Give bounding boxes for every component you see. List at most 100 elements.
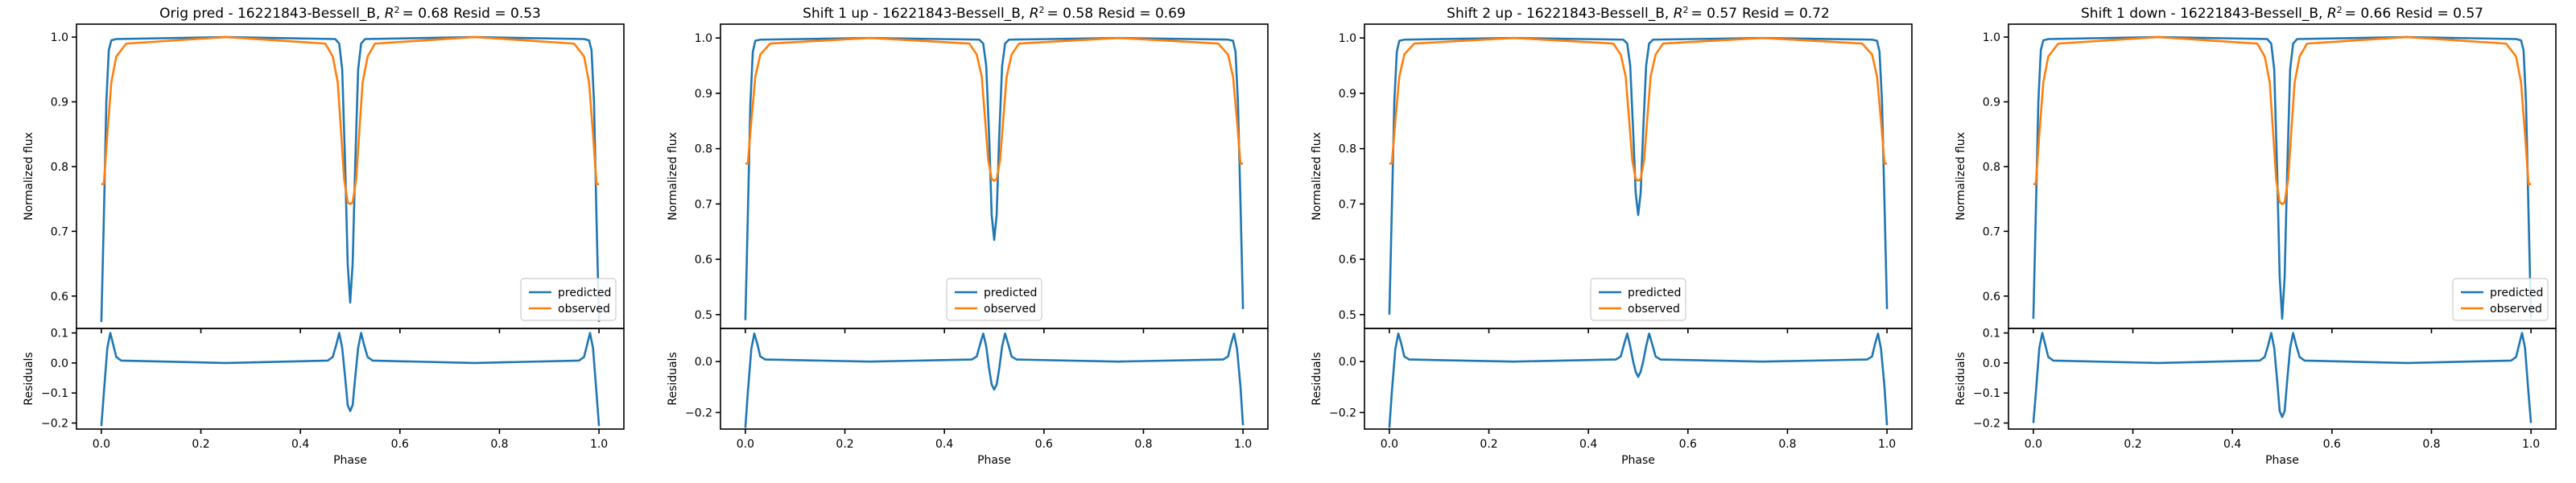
- residual-xtick-label: 0.2: [836, 438, 853, 451]
- residual-ytick-label: 0.0: [1339, 356, 1356, 369]
- title-r-exponent: 2: [394, 5, 400, 15]
- residual-xtick-label: 0.6: [1035, 438, 1053, 451]
- flux-ytick-label: 1.0: [695, 32, 712, 45]
- subplot-title: Shift 1 up - 16221843-Bessell_B, R2 = 0.5…: [803, 5, 1186, 22]
- residual-xtick-label: 0.8: [1778, 438, 1796, 451]
- residual-xtick-label: 0.8: [2422, 438, 2440, 451]
- series-line-predicted: [2032, 35, 2533, 320]
- title-r-symbol: R: [2327, 6, 2337, 22]
- title-r2-value: = 0.68: [402, 6, 449, 22]
- xlabel: Phase: [977, 454, 1011, 467]
- residual-ytick-label: −0.2: [685, 407, 712, 419]
- flux-ytick-label: 0.7: [695, 198, 712, 211]
- residual-xtick-label: 0.2: [192, 438, 209, 451]
- flux-ytick-label: 0.5: [1339, 309, 1356, 322]
- residual-ytick-label: 0.1: [51, 328, 68, 341]
- subplot-title: Orig pred - 16221843-Bessell_B, R2 = 0.68…: [159, 5, 541, 22]
- residual-xtick-label: 0.4: [935, 438, 953, 451]
- residual-ylabel: Residuals: [1311, 352, 1323, 405]
- title-r-symbol: R: [385, 6, 394, 22]
- residual-xtick-label: 0.8: [1134, 438, 1152, 451]
- residual-xtick-label: 0.6: [1679, 438, 1697, 451]
- flux-ytick-label: 0.7: [1339, 198, 1356, 211]
- flux-ytick-label: 0.7: [51, 225, 68, 238]
- xlabel: Phase: [333, 454, 367, 467]
- subplot-title: Shift 2 up - 16221843-Bessell_B, R2 = 0.5…: [1447, 5, 1830, 22]
- residual-xtick-label: 0.2: [2124, 438, 2141, 451]
- residual-xtick-label: 0.0: [737, 438, 754, 451]
- residual-ytick-label: −0.1: [1973, 387, 2000, 400]
- residual-xtick-label: 0.6: [391, 438, 409, 451]
- flux-ytick-label: 1.0: [1339, 32, 1356, 45]
- title-resid: Resid = 0.72: [1742, 6, 1830, 22]
- subplot-title: Shift 1 down - 16221843-Bessell_B, R2 = 0…: [2081, 5, 2483, 22]
- legend: predicted observed: [946, 278, 1042, 321]
- flux-ytick-label: 0.9: [51, 97, 68, 109]
- residual-line: [2032, 332, 2533, 423]
- flux-ytick-label: 0.5: [695, 309, 712, 322]
- flux-ytick-label: 0.8: [51, 161, 68, 174]
- residual-line: [100, 332, 601, 427]
- subplot-1: Orig pred - 16221843-Bessell_B, R2 = 0.68…: [23, 5, 625, 467]
- flux-ytick-label: 0.6: [51, 291, 68, 303]
- residual-xtick-label: 0.2: [1480, 438, 1497, 451]
- residual-ylabel: Residuals: [1955, 352, 1967, 405]
- title-prefix: Orig pred - 16221843-Bessell_B,: [159, 6, 385, 22]
- title-prefix: Shift 2 up - 16221843-Bessell_B,: [1447, 6, 1674, 22]
- residual-xtick-label: 0.0: [2025, 438, 2042, 451]
- legend-label-predicted: predicted: [984, 287, 1037, 299]
- residual-xtick-label: 0.0: [93, 438, 110, 451]
- xlabel: Phase: [1621, 454, 1655, 467]
- residual-axes-frame: [720, 328, 1269, 430]
- legend-label-predicted: predicted: [558, 287, 611, 299]
- residual-ytick-label: −0.2: [1329, 407, 1356, 419]
- flux-ytick-label: 0.6: [1983, 291, 2000, 303]
- flux-ytick-label: 0.8: [1983, 161, 2000, 174]
- title-r-exponent: 2: [1683, 5, 1689, 15]
- series-line-predicted: [1388, 36, 1889, 315]
- series-line-observed: [745, 36, 1244, 182]
- residual-ylabel: Residuals: [667, 352, 679, 405]
- legend-box: [946, 278, 1042, 321]
- flux-ylabel: Normalized flux: [1955, 132, 1967, 221]
- residual-ytick-label: −0.2: [1973, 418, 2000, 431]
- flux-ylabel: Normalized flux: [667, 132, 679, 221]
- legend: predicted observed: [520, 278, 617, 321]
- residual-axes-frame: [1364, 328, 1913, 430]
- residual-xtick-label: 1.0: [2522, 438, 2540, 451]
- title-r-symbol: R: [1030, 6, 1039, 22]
- residual-axes-frame: [2008, 328, 2557, 430]
- residual-ytick-label: 0.0: [1983, 357, 2000, 370]
- legend-box: [1590, 278, 1686, 321]
- legend-label-observed: observed: [1628, 303, 1680, 316]
- flux-ylabel: Normalized flux: [23, 132, 35, 221]
- legend-box: [2452, 278, 2549, 321]
- residual-xtick-label: 0.8: [490, 438, 508, 451]
- residual-xtick-label: 0.4: [2223, 438, 2241, 451]
- title-prefix: Shift 1 down - 16221843-Bessell_B,: [2081, 6, 2327, 22]
- legend-label-predicted: predicted: [2490, 287, 2543, 299]
- legend-label-predicted: predicted: [1628, 287, 1681, 299]
- subplot-4: Shift 1 down - 16221843-Bessell_B, R2 = 0…: [1955, 5, 2557, 467]
- title-r2-value: = 0.57: [1691, 6, 1738, 22]
- residual-xtick-label: 0.4: [291, 438, 309, 451]
- residual-ytick-label: 0.1: [1983, 328, 2000, 341]
- flux-ytick-label: 0.9: [1983, 97, 2000, 109]
- residual-axes-frame: [76, 328, 625, 430]
- flux-ytick-label: 0.8: [695, 143, 712, 156]
- title-r-symbol: R: [1674, 6, 1683, 22]
- legend-label-observed: observed: [2490, 303, 2542, 316]
- xlabel: Phase: [2265, 454, 2299, 467]
- title-resid: Resid = 0.69: [1098, 6, 1186, 22]
- flux-ytick-label: 1.0: [51, 31, 68, 44]
- residual-ytick-label: 0.0: [51, 357, 68, 370]
- residual-ytick-label: −0.1: [41, 387, 68, 400]
- title-r2-value: = 0.66: [2345, 6, 2392, 22]
- residual-ytick-label: −0.2: [41, 418, 68, 431]
- title-prefix: Shift 1 up - 16221843-Bessell_B,: [803, 6, 1030, 22]
- title-r2-value: = 0.58: [1047, 6, 1094, 22]
- series-line-observed: [2033, 35, 2532, 205]
- series-line-predicted: [744, 36, 1245, 320]
- title-resid: Resid = 0.57: [2396, 6, 2483, 22]
